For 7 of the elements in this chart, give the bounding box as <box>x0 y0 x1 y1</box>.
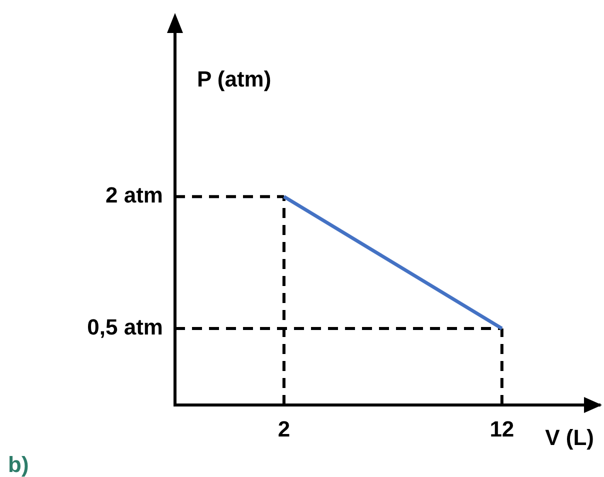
y-tick-label: 0,5 atm <box>87 314 163 340</box>
x-tick-label: 12 <box>490 416 514 442</box>
x-axis-title: V (L) <box>545 425 594 450</box>
text: b) <box>8 452 29 477</box>
x-tick-label: 2 <box>278 416 290 442</box>
y-tick-label: 2 atm <box>106 182 163 208</box>
y-axis-title: P (atm) <box>197 66 272 92</box>
